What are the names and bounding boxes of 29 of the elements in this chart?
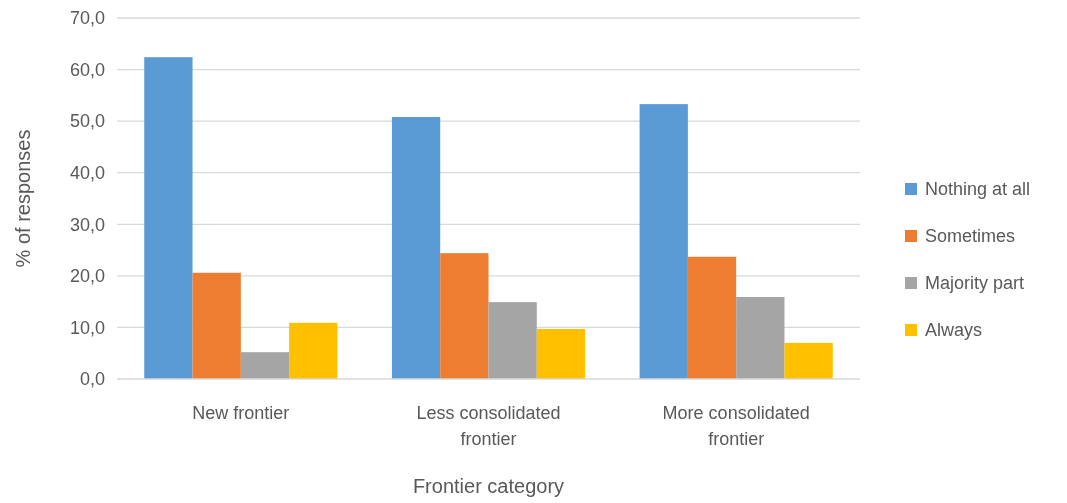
bar xyxy=(639,104,688,379)
bar xyxy=(289,322,338,379)
bar xyxy=(488,302,537,379)
x-tick-label: Less consolidated frontier xyxy=(416,403,561,449)
y-tick-label: 20,0 xyxy=(69,266,105,287)
legend-label: Nothing at all xyxy=(925,179,1031,200)
y-tick-label: 70,0 xyxy=(69,8,105,29)
y-tick-label: 10,0 xyxy=(69,317,105,338)
y-tick-label: 30,0 xyxy=(69,214,105,235)
bar xyxy=(440,253,489,379)
y-tick-label: 40,0 xyxy=(69,163,105,184)
y-axis-title: % of responses xyxy=(12,129,34,268)
bar xyxy=(687,256,737,379)
y-tick-label: 50,0 xyxy=(69,111,105,132)
legend-label: Majority part xyxy=(925,273,1025,294)
bar xyxy=(391,117,441,379)
bar xyxy=(784,342,833,379)
y-tick-label: 60,0 xyxy=(69,59,105,80)
y-tick-label: 0,0 xyxy=(79,369,105,390)
bar xyxy=(192,272,241,379)
legend-label: Sometimes xyxy=(925,226,1016,247)
bar xyxy=(736,297,785,379)
x-tick-label: New frontier xyxy=(192,403,290,423)
bar xyxy=(240,352,290,379)
bar xyxy=(144,57,193,379)
x-tick-label: More consolidated frontier xyxy=(662,403,810,449)
bar xyxy=(536,328,586,379)
legend-label: Always xyxy=(925,320,983,341)
x-axis-title: Frontier category xyxy=(412,475,565,497)
